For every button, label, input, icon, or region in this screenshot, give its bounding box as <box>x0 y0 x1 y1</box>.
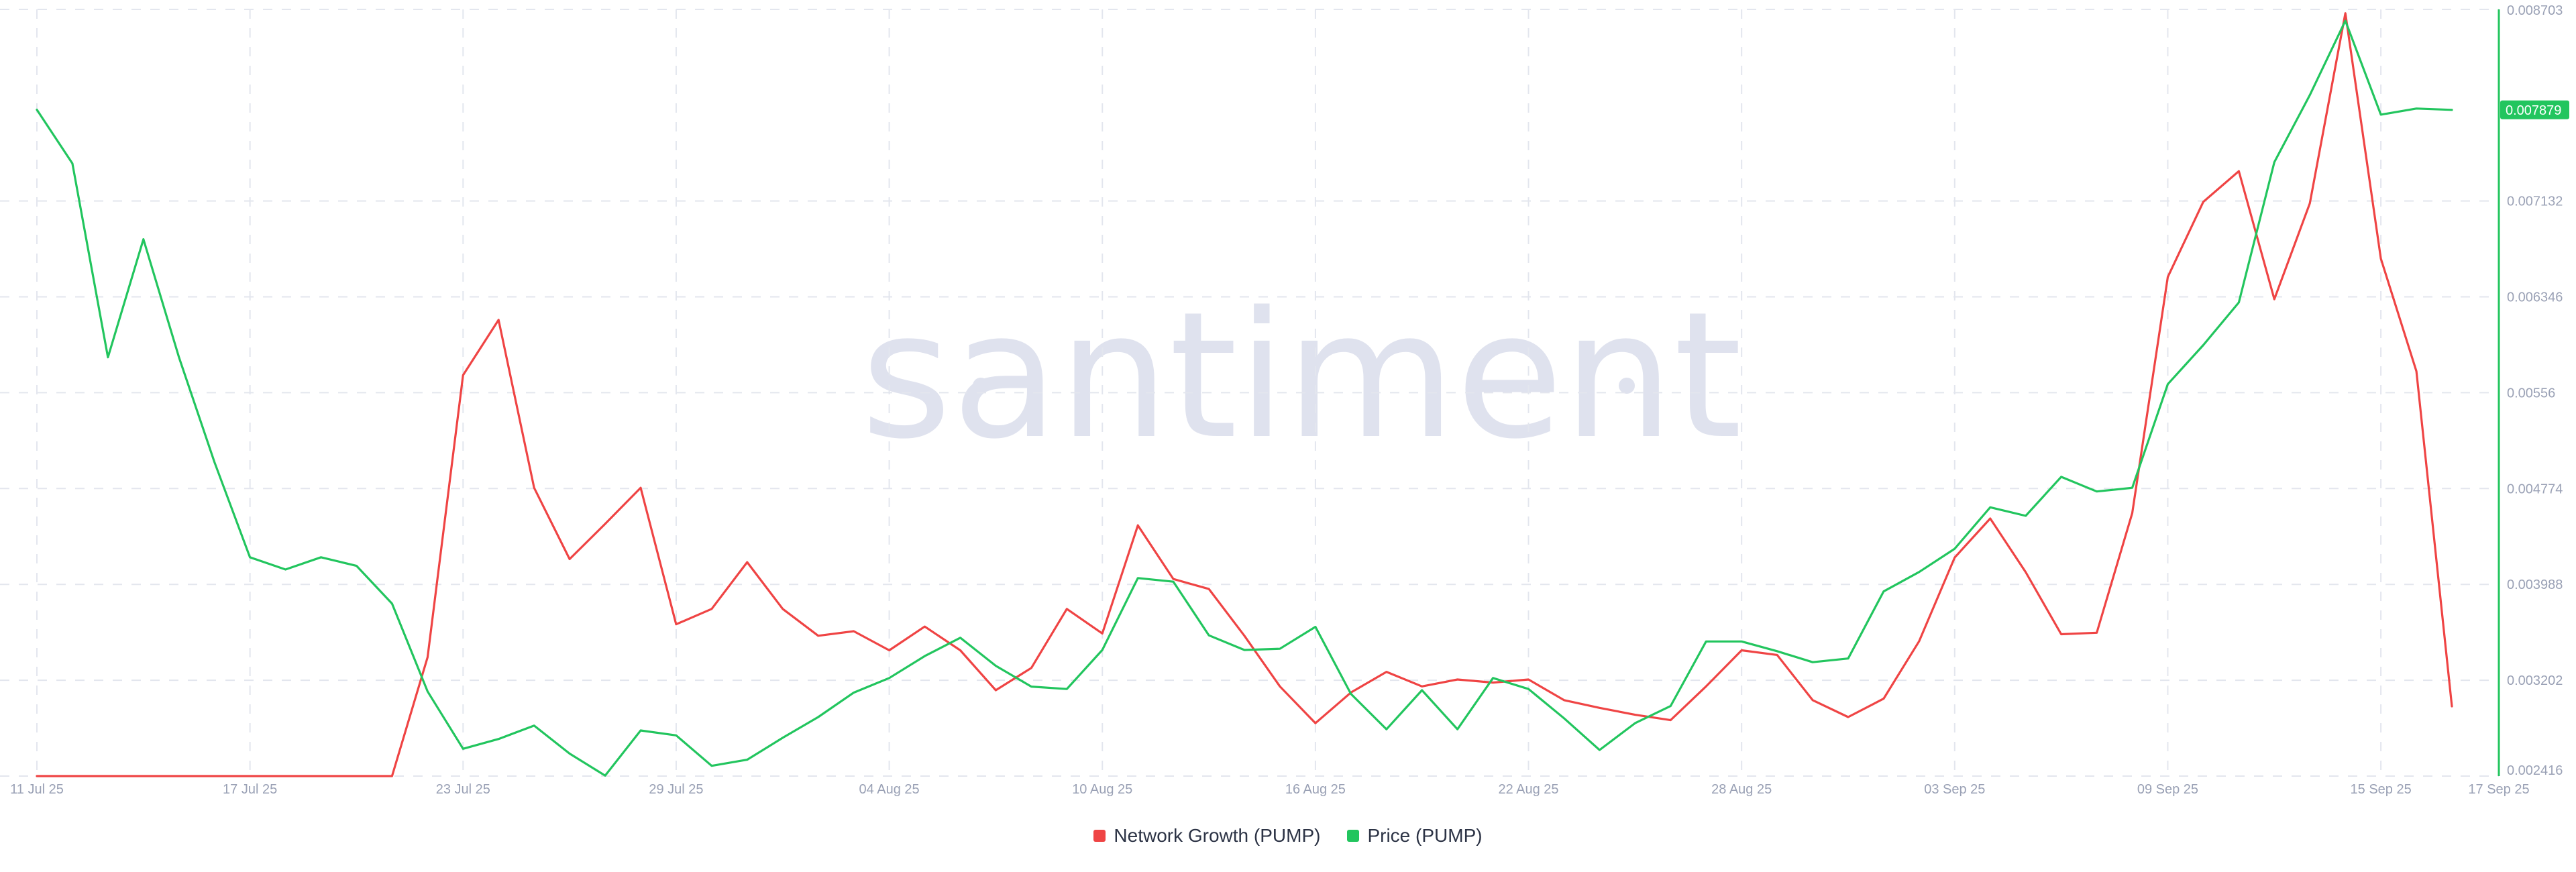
series-line-price <box>36 19 2453 777</box>
y-tick-label: 0.00556 <box>2507 386 2555 400</box>
y-tick-label: 0.007132 <box>2507 195 2563 209</box>
y-tick-label: 0.006346 <box>2507 290 2563 305</box>
chart-grid <box>0 9 2499 777</box>
y-tick-label: 0.004774 <box>2507 482 2563 496</box>
x-tick-label: 28 Aug 25 <box>1711 782 1772 797</box>
legend-swatch-price <box>1347 830 1360 842</box>
watermark-dot-right <box>1619 378 1635 394</box>
santiment-watermark: santiment <box>861 275 1742 478</box>
x-tick-label: 29 Jul 25 <box>649 782 703 797</box>
chart-legend: Network Growth (PUMP) Price (PUMP) <box>0 825 2576 847</box>
x-tick-label: 23 Jul 25 <box>436 782 490 797</box>
legend-item-price[interactable]: Price (PUMP) <box>1347 825 1483 847</box>
x-tick-label: 09 Sep 25 <box>2137 782 2198 797</box>
current-price-tag: 0.007879 <box>2500 100 2569 119</box>
x-tick-label: 16 Aug 25 <box>1285 782 1346 797</box>
x-axis: 11 Jul 25 17 Jul 25 23 Jul 25 29 Jul 25 04 A… <box>10 782 2529 797</box>
price-tag-bg <box>2500 100 2569 119</box>
x-tick-label: 17 Jul 25 <box>223 782 277 797</box>
legend-swatch-network-growth <box>1093 830 1106 842</box>
watermark-text: santiment <box>861 275 1742 478</box>
watermark-dot-left <box>973 378 989 394</box>
legend-label-network-growth: Network Growth (PUMP) <box>1114 825 1321 846</box>
legend-item-network-growth[interactable]: Network Growth (PUMP) <box>1093 825 1320 847</box>
x-tick-label: 11 Jul 25 <box>10 782 64 797</box>
y-tick-label: 0.003988 <box>2507 578 2563 592</box>
y-tick-label: 0.003202 <box>2507 673 2563 688</box>
x-tick-label: 22 Aug 25 <box>1498 782 1558 797</box>
series-line-network-growth <box>36 12 2453 777</box>
legend-label-price: Price (PUMP) <box>1367 825 1483 846</box>
series-layer <box>36 12 2453 777</box>
y-tick-label: 0.008703 <box>2507 3 2563 18</box>
y-axis-right: 0.008703 0.007132 0.006346 0.00556 0.004774 0… <box>2498 3 2563 778</box>
x-tick-label: 17 Sep 25 <box>2468 782 2529 797</box>
x-tick-label: 04 Aug 25 <box>859 782 920 797</box>
x-tick-label: 03 Sep 25 <box>1924 782 1985 797</box>
y-tick-label: 0.002416 <box>2507 763 2563 778</box>
x-tick-label: 15 Sep 25 <box>2351 782 2412 797</box>
price-tag-label: 0.007879 <box>2506 103 2561 118</box>
x-tick-label: 10 Aug 25 <box>1072 782 1132 797</box>
